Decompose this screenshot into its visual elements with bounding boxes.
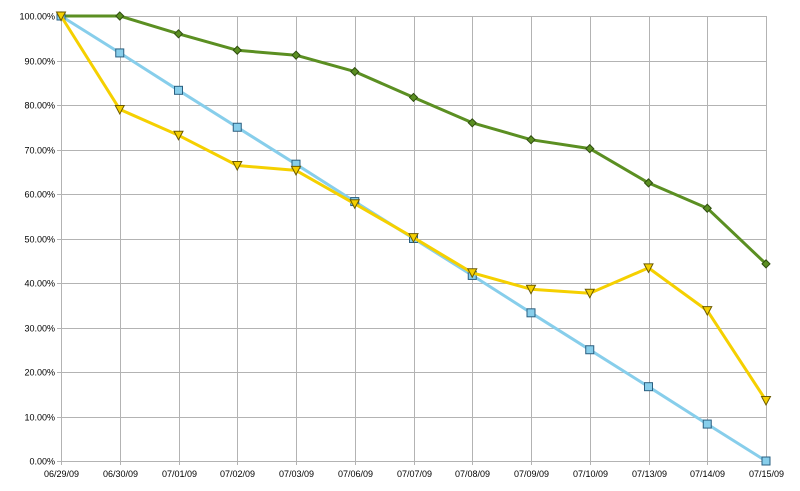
data-point-triangle-down — [760, 395, 772, 407]
x-tick-label: 07/02/09 — [220, 469, 255, 479]
x-tick-label: 07/10/09 — [573, 469, 608, 479]
data-point-diamond — [526, 135, 536, 145]
data-point-triangle-down — [173, 130, 184, 141]
data-point-triangle-down — [408, 233, 419, 244]
y-tick-label: 30.00% — [24, 324, 55, 334]
y-tick-label: 100.00% — [19, 12, 55, 22]
data-point-diamond — [115, 11, 125, 21]
data-point-diamond — [761, 259, 771, 269]
x-tick-label: 07/14/09 — [690, 469, 725, 479]
data-point-triangle-down — [466, 268, 478, 279]
y-tick-label: 70.00% — [24, 146, 55, 156]
data-point-square — [232, 122, 242, 132]
data-point-triangle-down — [643, 263, 654, 274]
data-point-triangle-down — [349, 199, 361, 210]
data-point-triangle-down — [525, 284, 537, 295]
x-tick-label: 07/09/09 — [514, 469, 549, 479]
data-point-square — [761, 456, 771, 466]
data-point-square — [526, 308, 536, 318]
data-point-triangle-down — [55, 11, 67, 22]
axis-layer — [61, 16, 766, 462]
series-3 — [55, 11, 772, 407]
data-point-diamond — [350, 66, 360, 77]
x-tick-label: 07/08/09 — [455, 469, 490, 479]
data-point-triangle-down — [290, 165, 302, 176]
data-point-square — [644, 382, 653, 392]
y-tick-label: 10.00% — [24, 413, 55, 423]
y-tick-label: 20.00% — [24, 368, 55, 378]
data-point-triangle-down — [114, 104, 126, 116]
data-point-square — [585, 345, 595, 355]
x-tick-label: 07/15/09 — [749, 469, 784, 479]
data-point-square — [115, 48, 125, 58]
data-point-triangle-down — [584, 288, 596, 299]
series-line — [59, 14, 768, 266]
data-point-diamond — [467, 118, 477, 128]
data-point-triangle-down — [231, 161, 243, 172]
y-tick-label: 80.00% — [24, 101, 55, 111]
x-tick-label: 07/01/09 — [162, 469, 197, 479]
label-layer: 0.00% 10.00% 20.00% 30.00% 40.00% 50.00% 60.00… — [19, 12, 784, 480]
x-tick-label: 06/30/09 — [103, 469, 138, 479]
data-point-diamond — [291, 50, 301, 60]
data-point-diamond — [173, 29, 184, 39]
y-tick-label: 40.00% — [24, 279, 55, 289]
x-tick-label: 07/07/09 — [397, 469, 432, 479]
data-point-square — [702, 419, 712, 429]
x-tick-label: 06/29/09 — [44, 469, 79, 479]
x-tick-label: 07/13/09 — [632, 469, 667, 479]
x-tick-label: 07/03/09 — [279, 469, 314, 479]
y-tick-label: 60.00% — [24, 190, 55, 200]
data-point-diamond — [643, 178, 654, 188]
series-line — [59, 14, 768, 402]
data-point-square — [174, 85, 183, 95]
series-layer — [55, 11, 772, 466]
y-tick-label: 0.00% — [29, 457, 55, 467]
x-tick-label: 07/06/09 — [338, 469, 373, 479]
series-1 — [56, 11, 771, 269]
y-tick-label: 90.00% — [24, 57, 55, 67]
data-point-diamond — [408, 92, 419, 103]
data-point-diamond — [585, 143, 595, 154]
data-point-diamond — [702, 203, 712, 213]
data-point-diamond — [232, 45, 242, 55]
y-tick-label: 50.00% — [24, 235, 55, 245]
data-point-triangle-down — [701, 306, 713, 317]
